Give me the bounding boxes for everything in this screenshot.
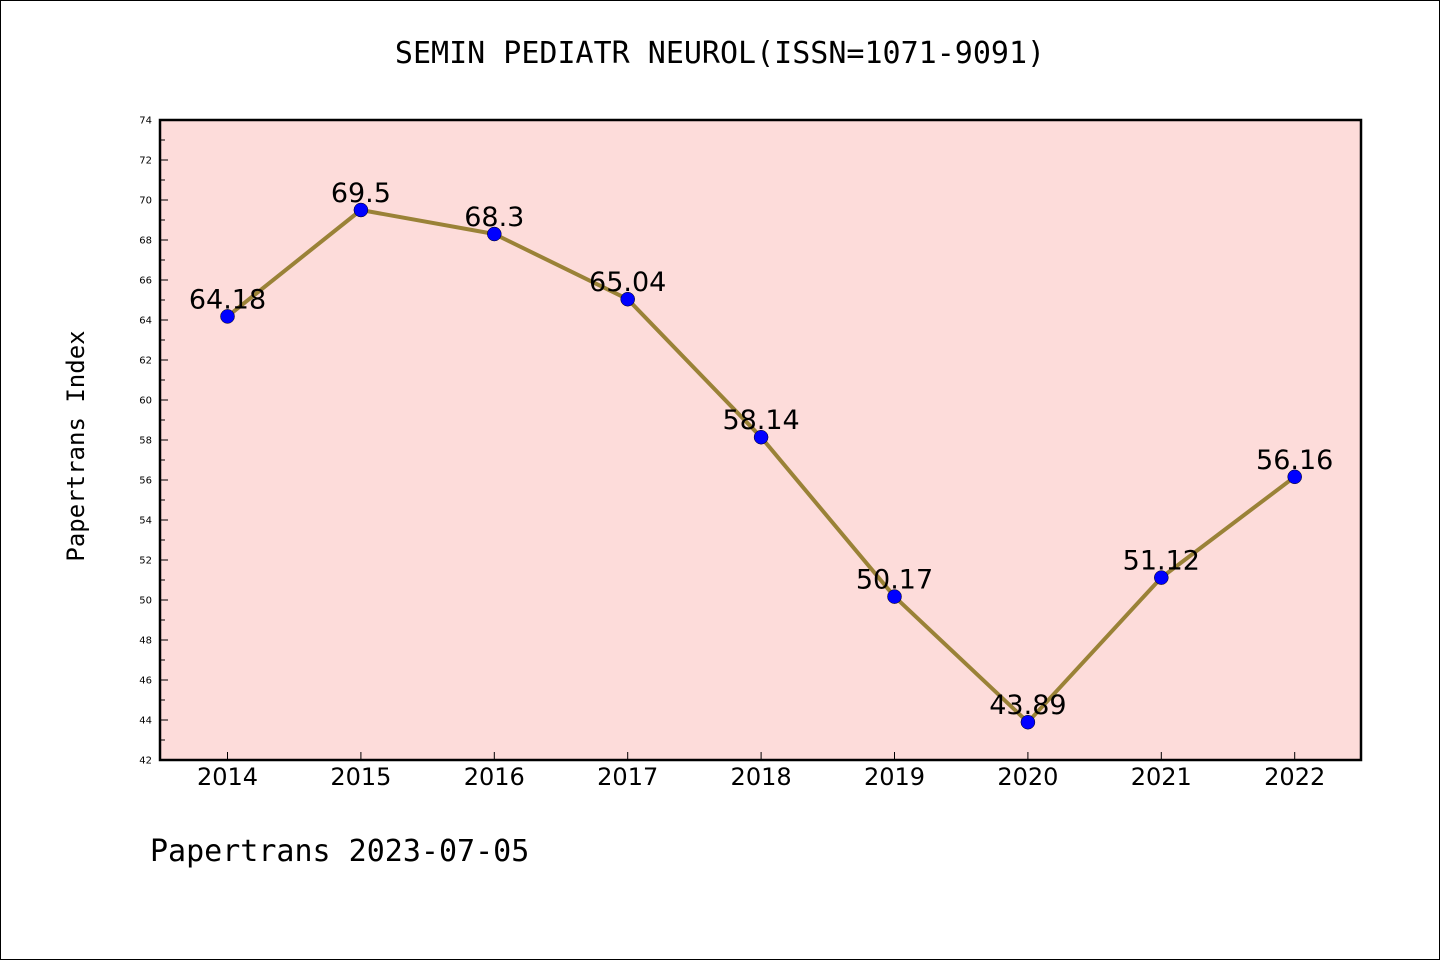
x-tick-label: 2015 (330, 763, 391, 791)
y-tick-label: 48 (139, 636, 152, 647)
x-tick-label: 2014 (197, 763, 258, 791)
data-point (1287, 469, 1302, 485)
data-point (487, 226, 502, 242)
data-point (887, 589, 902, 604)
series: 64.18 69.5 68.3 65.04 58.14 50.17 43.89 51.12 56… (189, 178, 1333, 730)
x-tick-label: 2016 (464, 763, 525, 791)
y-axis: 42 44 46 48 50 52 54 56 58 60 62 64 66 68 70 72 74 (139, 116, 168, 767)
y-tick-label: 60 (139, 396, 152, 407)
x-tick-label: 2020 (997, 763, 1058, 791)
y-tick-label: 66 (139, 276, 152, 287)
data-point (220, 309, 235, 324)
y-tick-label: 62 (139, 356, 152, 367)
x-tick-label: 2022 (1264, 763, 1325, 791)
plot-border (158, 118, 1363, 762)
x-axis: 2014 2015 2016 2017 2018 2019 2020 2021 2022 (197, 752, 1325, 791)
y-tick-label: 54 (139, 516, 152, 527)
data-label: 43.89 (989, 690, 1066, 721)
data-point (620, 291, 635, 307)
y-tick-label: 44 (139, 716, 152, 727)
data-point (1020, 714, 1036, 730)
x-tick-label: 2021 (1131, 763, 1192, 791)
data-label: 56.16 (1256, 445, 1333, 476)
data-label: 51.12 (1123, 546, 1200, 577)
y-tick-label: 70 (139, 196, 152, 207)
data-label: 65.04 (589, 267, 666, 298)
footer-text: Papertrans 2023-07-05 (150, 834, 530, 869)
chart-title: SEMIN PEDIATR NEUROL(ISSN=1071-9091) (394, 36, 1046, 71)
y-tick-label: 52 (139, 556, 152, 567)
data-point (1154, 570, 1169, 585)
data-label: 69.5 (331, 178, 391, 209)
y-tick-label: 68 (139, 236, 152, 247)
y-tick-label: 50 (139, 596, 152, 607)
y-tick-label: 56 (139, 476, 152, 487)
x-tick-label: 2019 (864, 763, 925, 791)
y-tick-label: 72 (139, 156, 152, 167)
data-point (353, 202, 369, 218)
y-tick-label: 58 (139, 436, 152, 447)
y-tick-label: 64 (139, 316, 152, 327)
y-tick-label: 46 (139, 676, 152, 687)
data-label: 58.14 (722, 405, 799, 436)
data-label: 50.17 (856, 565, 933, 596)
data-label: 68.3 (464, 202, 524, 233)
x-tick-label: 2017 (597, 763, 658, 791)
y-tick-label: 74 (139, 116, 152, 127)
x-tick-label: 2018 (731, 763, 792, 791)
y-tick-label: 42 (139, 756, 152, 767)
data-label: 64.18 (189, 284, 266, 315)
data-point (753, 429, 769, 445)
